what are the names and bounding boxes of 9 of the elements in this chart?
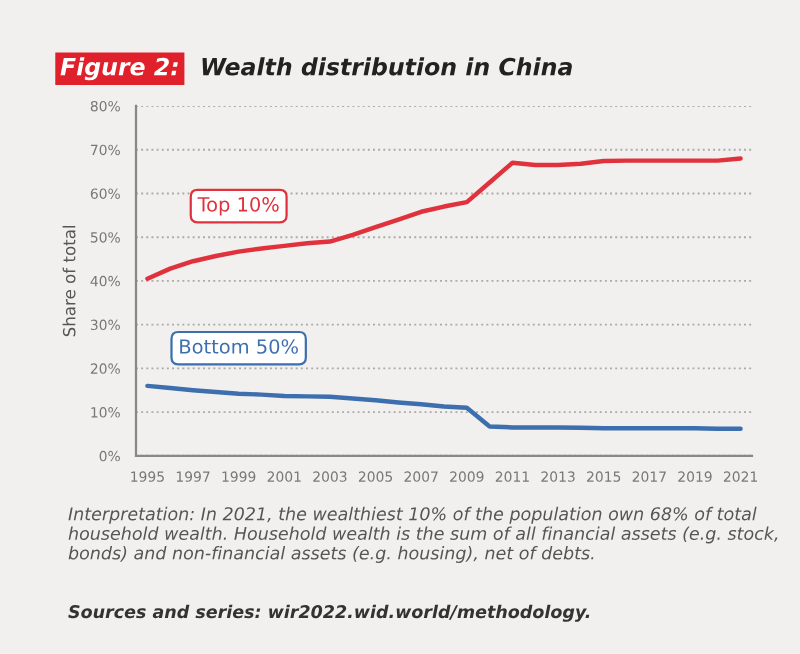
y-axis-title: Share of total (62, 226, 76, 337)
source-note: Sources and series: wir2022.wid.world/methodology. (68, 604, 590, 622)
line-series (145, 156, 743, 281)
chart-title: Wealth distribution in China (202, 57, 572, 76)
text: Interpretation: In 2021, the wealthiest 10% of the population own 68% of total household wealth. Household wealth is the sum of all financial assets (e.g. stock, bonds) and non-financial assets (e.g. housing), net of debts. (68, 506, 778, 563)
caption: Figure 2: (60, 57, 178, 81)
series-label: Top 10% (197, 197, 279, 216)
series-label: Bottom 50% (180, 339, 298, 354)
line-series (145, 383, 743, 431)
